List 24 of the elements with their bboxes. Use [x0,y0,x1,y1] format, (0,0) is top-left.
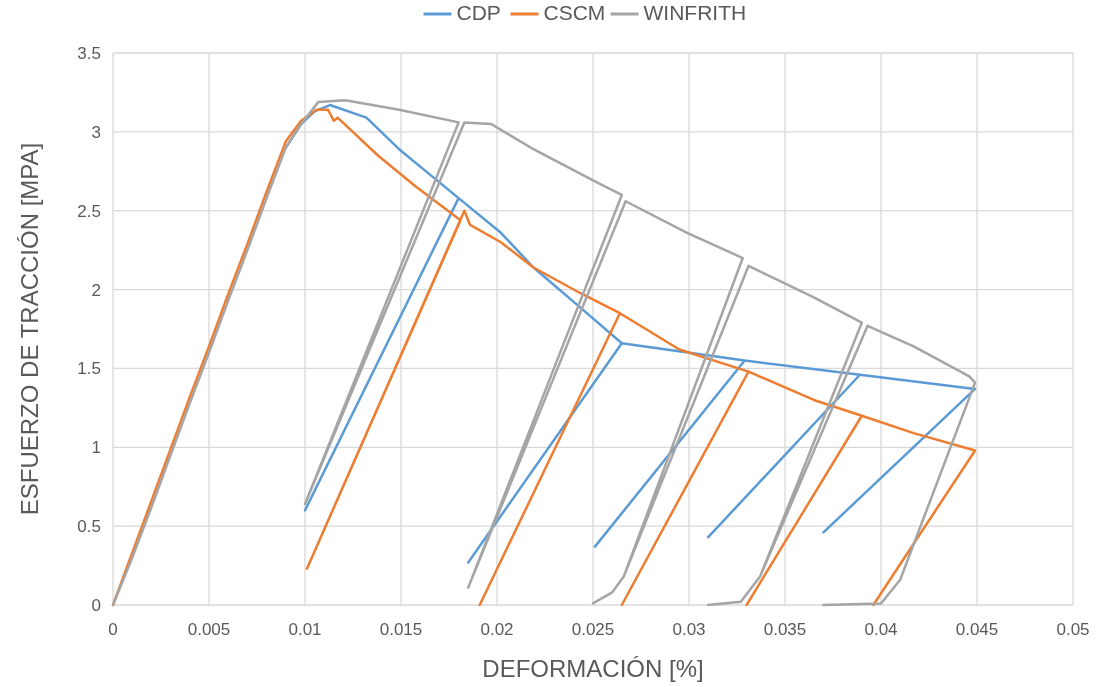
y-tick-label: 2 [91,280,101,300]
legend-label: CSCM [543,1,606,24]
x-tick-label: 0.005 [187,620,231,639]
y-axis-title: ESFUERZO DE TRACCIÓN [MPA] [16,142,43,516]
x-tick-label: 0.03 [672,620,706,639]
x-tick-label: 0.015 [379,620,423,639]
x-tick-label: 0.05 [1056,620,1090,639]
x-tick-label: 0 [108,620,118,639]
y-tick-label: 1.5 [77,359,101,379]
legend-label: CDP [456,1,501,24]
legend-label: WINFRITH [643,1,747,24]
x-tick-label: 0.025 [571,620,615,639]
x-tick-label: 0.01 [288,620,322,639]
x-tick-label: 0.04 [864,620,898,639]
y-tick-label: 1 [91,438,101,458]
y-tick-label: 3.5 [77,44,101,63]
y-tick-label: 3 [91,122,101,142]
y-tick-label: 0 [91,596,101,615]
y-tick-label: 0.5 [77,517,101,537]
x-tick-label: 0.045 [955,620,999,639]
y-tick-label: 2.5 [77,201,101,221]
x-tick-label: 0.02 [480,620,514,639]
x-tick-label: 0.035 [763,620,807,639]
x-axis-title: DEFORMACIÓN [%] [482,655,704,682]
